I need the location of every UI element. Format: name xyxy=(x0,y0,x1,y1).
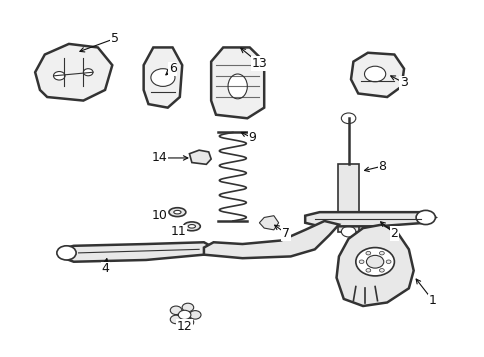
Bar xyxy=(337,164,359,232)
Circle shape xyxy=(151,69,175,86)
Text: 1: 1 xyxy=(428,294,436,307)
Circle shape xyxy=(178,310,191,320)
Circle shape xyxy=(341,113,355,124)
Polygon shape xyxy=(35,44,112,101)
Polygon shape xyxy=(304,212,435,226)
Circle shape xyxy=(385,260,390,263)
Text: 2: 2 xyxy=(390,227,397,240)
Text: 14: 14 xyxy=(151,151,167,165)
Circle shape xyxy=(378,251,383,255)
Text: 9: 9 xyxy=(248,131,256,144)
Circle shape xyxy=(366,255,383,268)
Polygon shape xyxy=(59,242,213,262)
Text: 11: 11 xyxy=(171,225,186,238)
Text: 13: 13 xyxy=(251,57,267,70)
Polygon shape xyxy=(336,225,413,306)
Circle shape xyxy=(170,306,182,315)
Text: 7: 7 xyxy=(281,227,289,240)
Text: 6: 6 xyxy=(168,62,176,75)
Circle shape xyxy=(364,66,385,82)
Text: 4: 4 xyxy=(101,262,109,275)
Text: 12: 12 xyxy=(176,320,192,333)
Polygon shape xyxy=(189,150,211,164)
Text: 8: 8 xyxy=(378,160,386,172)
Circle shape xyxy=(415,210,435,225)
Circle shape xyxy=(189,311,200,319)
Polygon shape xyxy=(350,53,403,97)
Circle shape xyxy=(355,247,393,276)
Circle shape xyxy=(365,251,370,255)
Circle shape xyxy=(83,69,93,76)
Ellipse shape xyxy=(168,208,185,217)
Ellipse shape xyxy=(173,210,181,214)
Circle shape xyxy=(341,226,355,237)
Ellipse shape xyxy=(227,74,247,99)
Polygon shape xyxy=(143,47,182,108)
Polygon shape xyxy=(203,221,338,258)
Circle shape xyxy=(365,268,370,272)
Text: 3: 3 xyxy=(399,76,407,89)
Polygon shape xyxy=(211,47,264,118)
Ellipse shape xyxy=(183,222,200,231)
Circle shape xyxy=(57,246,76,260)
Circle shape xyxy=(53,71,65,80)
Ellipse shape xyxy=(188,225,195,228)
Text: 5: 5 xyxy=(110,32,119,45)
Polygon shape xyxy=(259,216,278,230)
Circle shape xyxy=(378,268,383,272)
Circle shape xyxy=(182,303,193,312)
Circle shape xyxy=(170,315,182,324)
Circle shape xyxy=(182,318,193,327)
Text: 10: 10 xyxy=(151,209,167,222)
Circle shape xyxy=(359,260,363,263)
